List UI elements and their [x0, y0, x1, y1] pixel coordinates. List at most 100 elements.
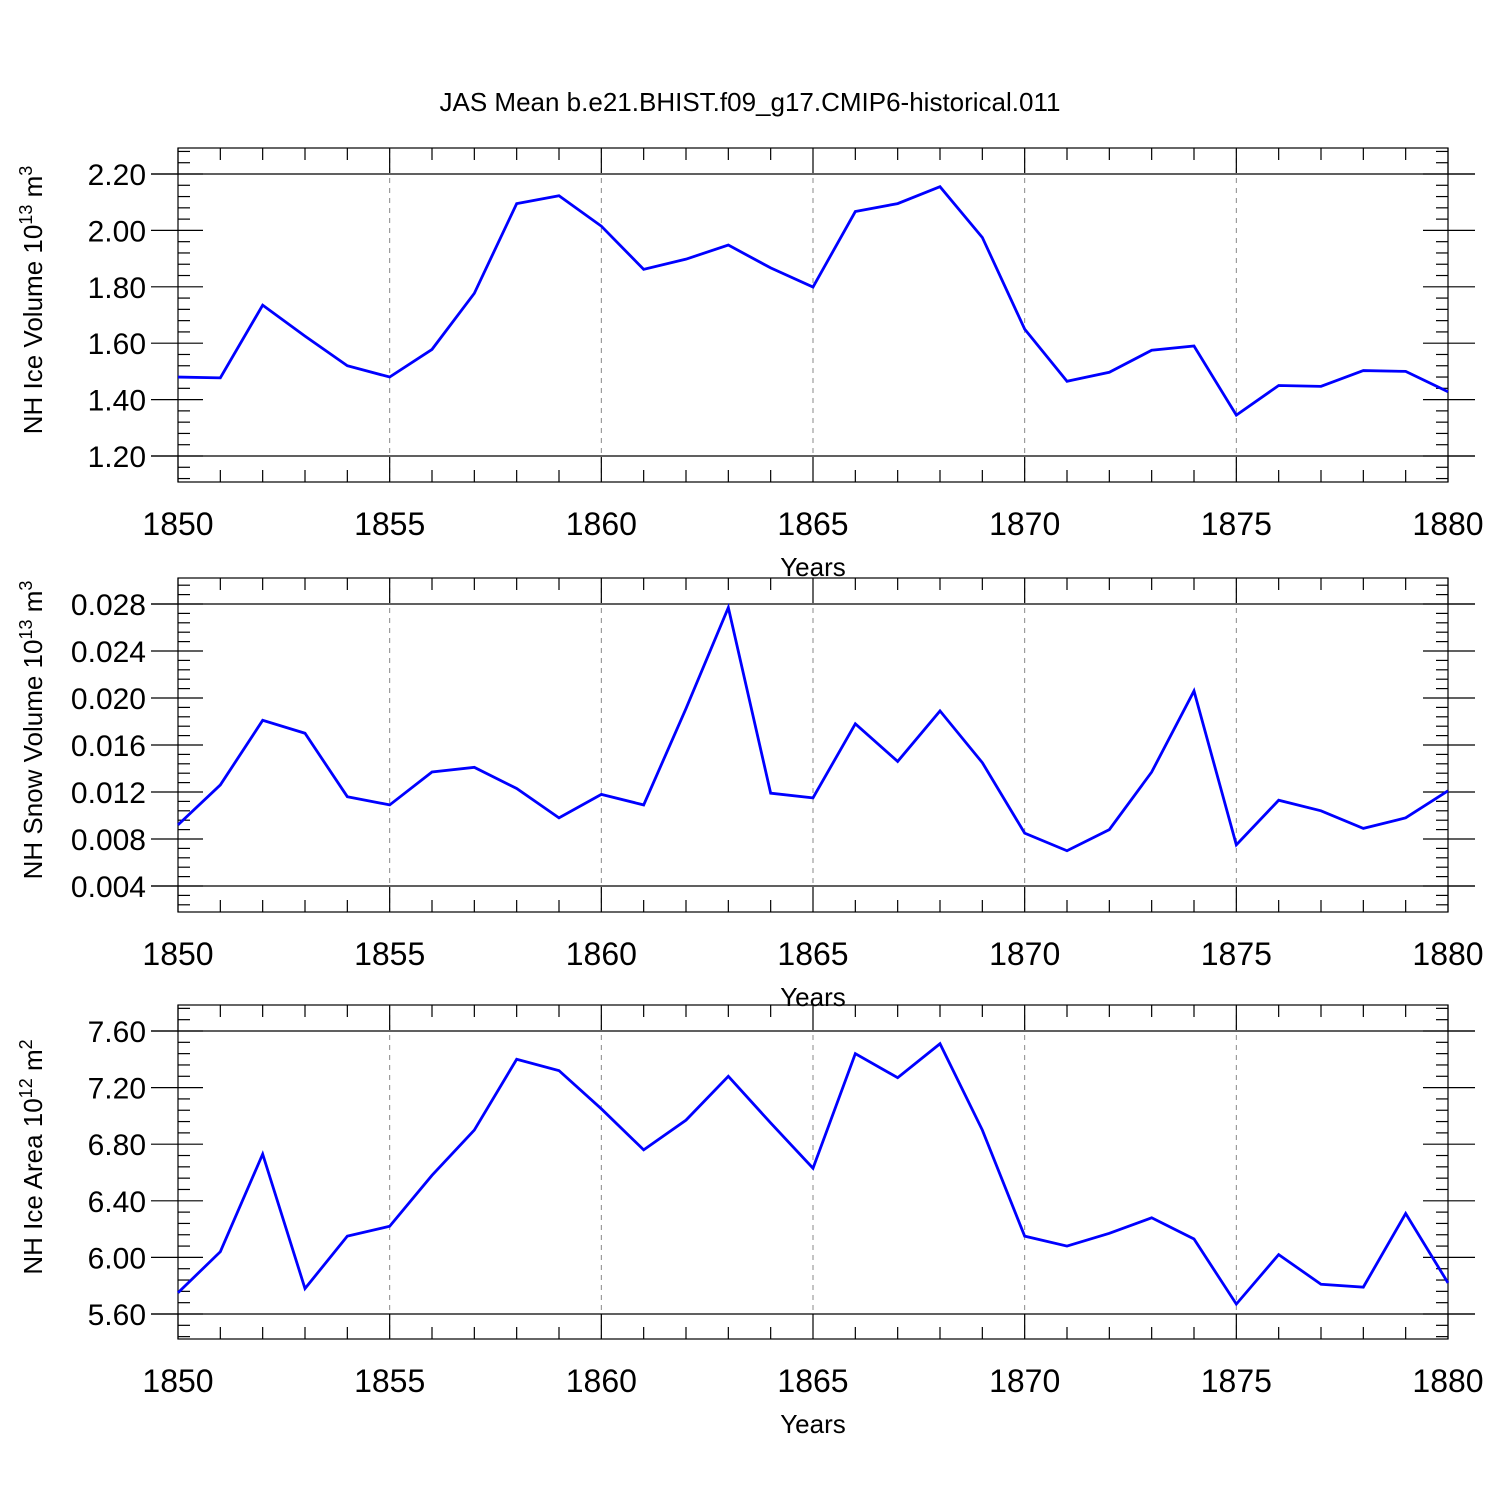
panel-2-y-tick-label: 0.004 — [71, 871, 146, 904]
panel-3: 5.60 6.00 6.40 6.80 7.20 7.60 1850 1855 1860 1865… — [16, 1004, 1484, 1439]
panel-3-data-point — [1193, 1238, 1196, 1241]
panel-2-y-tick-label: 0.028 — [71, 589, 146, 622]
panel-3-data-point — [431, 1174, 434, 1177]
panel-2-x-tick-label: 1850 — [142, 936, 213, 972]
panel-3-data-point — [1362, 1286, 1365, 1289]
panel-3-y-tick-label: 5.60 — [88, 1299, 146, 1332]
panel-1-data-point — [1193, 345, 1196, 348]
panel-3-data-point — [177, 1291, 180, 1294]
panel-3-x-tick-label: 1860 — [566, 1363, 637, 1399]
panel-3-data-point — [388, 1225, 391, 1228]
panel-2-data-point — [1150, 771, 1153, 774]
panel-2-data-point — [1362, 827, 1365, 830]
panel-1-data-point — [1320, 385, 1323, 388]
panel-2-y-axis-title-exp: 13 — [16, 619, 36, 639]
panel-3-data-point — [1023, 1235, 1026, 1238]
panel-3-data-point — [685, 1119, 688, 1122]
panel-2-data-point — [727, 606, 730, 609]
panel-3-data-point — [600, 1107, 603, 1110]
panel-1-y-axis-title-text: NH Ice Volume 10 — [18, 225, 48, 435]
panel-2-data-point — [1023, 832, 1026, 835]
panel-1-data-point — [1066, 380, 1069, 383]
panel-2-y-axis-title-text: NH Snow Volume 10 — [18, 640, 48, 880]
panel-3-data-point — [769, 1122, 772, 1125]
panel-2-y-tick-label: 0.012 — [71, 777, 146, 810]
panel-3-x-tick-label: 1850 — [142, 1363, 213, 1399]
panel-1-data-point — [939, 185, 942, 188]
panel-2-data-point — [515, 787, 518, 790]
panel-3-y-tick-label: 6.80 — [88, 1129, 146, 1162]
panel-3-y-axis-title-text: NH Ice Area 10 — [18, 1098, 48, 1274]
panel-3-x-tick-label: 1870 — [989, 1363, 1060, 1399]
panel-1-x-tick-label: 1860 — [566, 506, 637, 542]
panel-3-y-axis-title-unit: m — [18, 1049, 48, 1078]
panel-3-series-line — [177, 1041, 1450, 1307]
panel-3-x-tick-label: 1875 — [1201, 1363, 1272, 1399]
panel-2-x-tick-label: 1880 — [1412, 936, 1483, 972]
panel-1-data-point — [1362, 369, 1365, 372]
panel-2-x-tick-label: 1875 — [1201, 936, 1272, 972]
panel-3-y-tick-label: 7.20 — [88, 1073, 146, 1106]
panel-1-x-tick-label: 1880 — [1412, 506, 1483, 542]
panel-1-data-point — [304, 335, 307, 338]
panel-1-data-point — [388, 376, 391, 379]
panel-1-data-point — [515, 202, 518, 205]
panel-1-y-tick-label: 2.00 — [88, 215, 146, 248]
panel-1-data-point — [896, 202, 899, 205]
panel-1-data-point — [1108, 371, 1111, 374]
panel-1-y-tick-label: 1.60 — [88, 328, 146, 361]
panel-1-data-point — [346, 364, 349, 367]
panel-2-data-point — [304, 732, 307, 735]
panel-3-y-tick-label: 6.00 — [88, 1242, 146, 1275]
panel-2-x-tick-label: 1865 — [777, 936, 848, 972]
panel-1-data-point — [219, 376, 222, 379]
panel-3-data-point — [473, 1129, 476, 1132]
panel-3-data-point — [1277, 1253, 1280, 1256]
panel-3-y-axis-title-unit-exp: 2 — [16, 1039, 36, 1049]
panel-2-data-point — [1277, 799, 1280, 802]
panel-1-x-tick-label: 1855 — [354, 506, 425, 542]
panel-1-data-point — [981, 236, 984, 239]
panel-1-data-point — [812, 286, 815, 289]
panel-1-series-line — [177, 185, 1449, 418]
panel-1-data-point — [685, 258, 688, 261]
panel-1-x-tick-label: 1875 — [1201, 506, 1272, 542]
panel-3-data-point — [1235, 1303, 1238, 1306]
panel-1-y-tick-label: 1.40 — [88, 385, 146, 418]
panel-2-y-axis-title-unit-exp: 3 — [16, 581, 36, 591]
panel-2-data-point — [1193, 690, 1196, 693]
panel-1-y-axis-title-exp: 13 — [16, 205, 36, 225]
panel-3-data-point — [219, 1250, 222, 1253]
panel-2-y-tick-label: 0.008 — [71, 824, 146, 857]
panel-2-y-tick-label: 0.020 — [71, 683, 146, 716]
panel-2-data-point — [1235, 843, 1238, 846]
panel-3-data-point — [1404, 1212, 1407, 1215]
panel-2-data-point — [177, 824, 180, 827]
panel-1-data-point — [1023, 328, 1026, 331]
panel-3-data-point — [896, 1076, 899, 1079]
panel-3-y-axis-title-exp: 12 — [16, 1078, 36, 1098]
panel-3-x-tick-label: 1880 — [1412, 1363, 1483, 1399]
panel-1-x-axis-title: Years — [780, 552, 846, 582]
panel-2-data-point — [558, 816, 561, 819]
panel-1: 1.20 1.40 1.60 1.80 2.00 2.20 1850 1855 1860 1865… — [16, 147, 1484, 582]
panel-1-data-point — [854, 210, 857, 213]
panel-3-data-point — [1150, 1216, 1153, 1219]
panel-3-data-point — [939, 1042, 942, 1045]
panel-1-data-point — [1447, 390, 1450, 393]
panel-3-data-point — [642, 1148, 645, 1151]
panel-1-data-point — [600, 225, 603, 228]
panel-3-data-point — [304, 1287, 307, 1290]
panel-2-y-tick-label: 0.024 — [71, 636, 146, 669]
panel-3-data-point — [854, 1052, 857, 1055]
panel-1-data-point — [1235, 414, 1238, 417]
panel-2-data-point — [685, 707, 688, 710]
panel-1-y-axis-title: NH Ice Volume 1013 m3 — [16, 166, 48, 435]
panel-1-data-point — [473, 292, 476, 295]
panel-3-x-axis-title: Years — [780, 1409, 846, 1439]
panel-1-data-point — [1150, 349, 1153, 352]
panel-1-data-point — [1277, 384, 1280, 387]
panel-3-data-point — [1320, 1283, 1323, 1286]
panel-2-y-axis-title-unit: m — [18, 591, 48, 620]
